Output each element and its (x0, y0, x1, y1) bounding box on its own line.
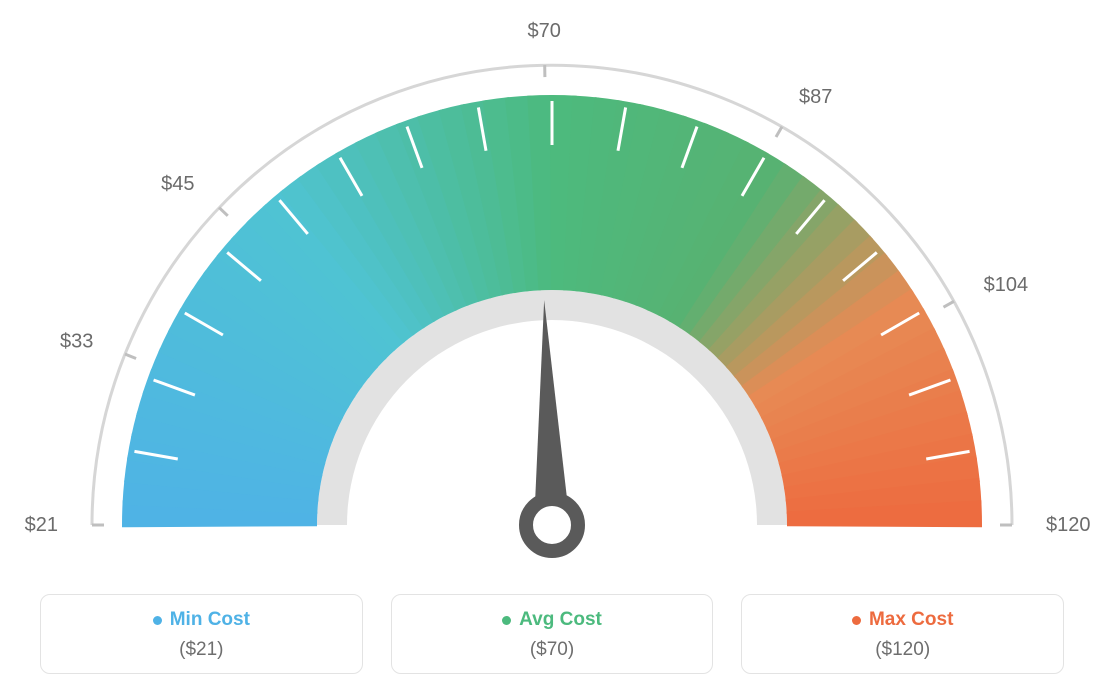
gauge-major-tick (943, 301, 953, 307)
legend-title-max: Max Cost (852, 609, 953, 631)
dot-icon (502, 616, 511, 625)
gauge-hub (526, 499, 578, 551)
gauge-major-tick (125, 354, 136, 358)
cost-gauge: $21 $33 $45 $70 $87 $104 $120 (0, 0, 1104, 570)
legend-value: ($70) (402, 639, 703, 661)
legend-label: Min Cost (170, 609, 250, 631)
legend-title-avg: Avg Cost (502, 609, 602, 631)
gauge-major-tick (776, 127, 782, 137)
legend-card-min: Min Cost ($21) (40, 594, 363, 674)
dot-icon (153, 616, 162, 625)
gauge-tick-label: $45 (161, 173, 194, 195)
legend-label: Avg Cost (519, 609, 602, 631)
gauge-tick-label: $21 (25, 514, 58, 536)
gauge-needle (534, 300, 570, 525)
legend-card-max: Max Cost ($120) (741, 594, 1064, 674)
gauge-major-tick (219, 208, 228, 216)
legend-card-avg: Avg Cost ($70) (391, 594, 714, 674)
gauge-tick-label: $104 (984, 274, 1029, 296)
legend-value: ($120) (752, 639, 1053, 661)
gauge-tick-label: $87 (799, 86, 832, 108)
legend-title-min: Min Cost (153, 609, 250, 631)
legend-row: Min Cost ($21) Avg Cost ($70) Max Cost (… (40, 594, 1064, 674)
gauge-tick-label: $33 (60, 330, 93, 352)
legend-label: Max Cost (869, 609, 953, 631)
dot-icon (852, 616, 861, 625)
gauge-svg: $21 $33 $45 $70 $87 $104 $120 (0, 0, 1104, 570)
gauge-tick-label: $120 (1046, 514, 1091, 536)
legend-value: ($21) (51, 639, 352, 661)
gauge-tick-label: $70 (527, 20, 560, 42)
